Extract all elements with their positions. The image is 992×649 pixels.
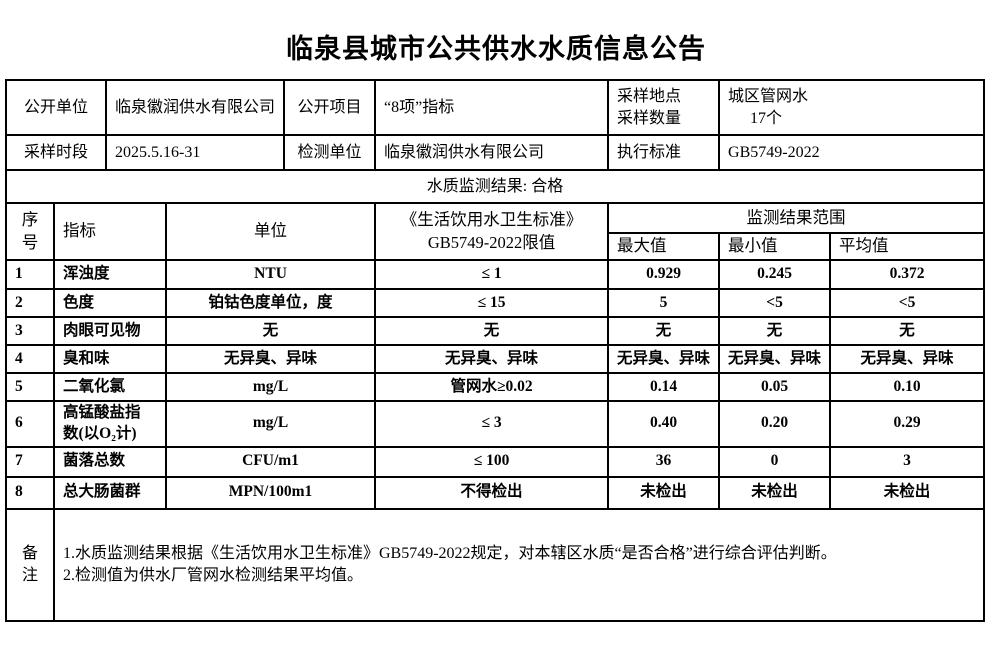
- limit-header: 《生活饮用水卫生标准》 GB5749-2022限值: [374, 202, 610, 261]
- indicator-cell: 臭和味: [52, 344, 168, 374]
- max-cell: 0.14: [607, 372, 721, 402]
- seq-cell: 2: [5, 288, 55, 318]
- unit-cell: 无: [165, 316, 377, 346]
- min-cell: 无: [718, 316, 832, 346]
- table-row: 3 肉眼可见物 无 无 无 无 无: [5, 316, 986, 346]
- info-row-2: 采样时段 2025.5.16-31 检测单位 临泉徽润供水有限公司 执行标准 G…: [4, 134, 986, 171]
- standard-label: 执行标准: [607, 134, 721, 171]
- table-row: 2 色度 铂钴色度单位，度 ≤ 15 5 <5 <5: [5, 288, 986, 318]
- avg-cell: 无: [829, 316, 986, 346]
- indicator-cell: 浑浊度: [52, 259, 168, 290]
- min-cell: 0: [718, 445, 832, 478]
- table-header-row-1: 序号 指标 单位 《生活饮用水卫生标准》 GB5749-2022限值 监测结果范…: [5, 202, 986, 261]
- limit-cell: 管网水≥0.02: [374, 372, 610, 402]
- table-row: 5 二氧化氯 mg/L 管网水≥0.02 0.14 0.05 0.10: [5, 372, 986, 402]
- max-cell: 0.929: [607, 259, 721, 290]
- remark-body: 1.水质监测结果根据《生活饮用水卫生标准》GB5749-2022规定，对本辖区水…: [52, 507, 986, 622]
- info-row-1: 公开单位 临泉徽润供水有限公司 公开项目 “8项”指标 采样地点 采样数量 城区…: [4, 79, 986, 136]
- unit-cell: 铂钴色度单位，度: [165, 288, 377, 318]
- seq-cell: 8: [5, 475, 55, 510]
- sampling-site-value: 城区管网水: [728, 87, 809, 105]
- indicator-cell: 二氧化氯: [52, 372, 168, 402]
- seq-cell: 4: [5, 344, 55, 374]
- max-cell: 5: [607, 288, 721, 318]
- limit-cell: 无异臭、异味: [374, 344, 610, 374]
- remark-row: 备注 1.水质监测结果根据《生活饮用水卫生标准》GB5749-2022规定，对本…: [5, 507, 986, 622]
- unit-cell: CFU/m1: [165, 445, 377, 478]
- testing-unit-label: 检测单位: [283, 134, 377, 171]
- table-row: 4 臭和味 无异臭、异味 无异臭、异味 无异臭、异味 无异臭、异味 无异臭、异味: [5, 344, 986, 374]
- limit-cell: ≤ 1: [374, 259, 610, 290]
- avg-cell: 无异臭、异味: [829, 344, 986, 374]
- unit-cell: MPN/100m1: [165, 475, 377, 510]
- avg-cell: 0.29: [829, 400, 986, 448]
- remark-line-1: 1.水质监测结果根据《生活饮用水卫生标准》GB5749-2022规定，对本辖区水…: [63, 545, 837, 563]
- unit-cell: 无异臭、异味: [165, 344, 377, 374]
- seq-cell: 7: [5, 445, 55, 478]
- indicator-cell: 菌落总数: [52, 445, 168, 478]
- max-cell: 未检出: [607, 475, 721, 510]
- range-header: 监测结果范围: [607, 202, 986, 234]
- max-cell: 无: [607, 316, 721, 346]
- seq-cell: 3: [5, 316, 55, 346]
- sampling-period-value: 2025.5.16-31: [105, 134, 286, 171]
- max-header: 最大值: [607, 232, 721, 261]
- limit-cell: ≤ 100: [374, 445, 610, 478]
- min-cell: 0.20: [718, 400, 832, 448]
- indicator-header: 指标: [52, 202, 168, 261]
- min-cell: 0.05: [718, 372, 832, 402]
- standard-value: GB5749-2022: [718, 134, 986, 171]
- unit-cell: NTU: [165, 259, 377, 290]
- max-cell: 无异臭、异味: [607, 344, 721, 374]
- limit-cell: 无: [374, 316, 610, 346]
- unit-header: 单位: [165, 202, 377, 261]
- avg-cell: 3: [829, 445, 986, 478]
- public-unit-value: 临泉徽润供水有限公司: [105, 79, 286, 136]
- avg-cell: 未检出: [829, 475, 986, 510]
- indicator-cell: 高锰酸盐指 数(以O₂计): [52, 400, 168, 448]
- table-row: 6 高锰酸盐指 数(以O₂计) mg/L ≤ 3 0.40 0.20 0.29: [5, 400, 986, 448]
- table-row: 8 总大肠菌群 MPN/100m1 不得检出 未检出 未检出 未检出: [5, 475, 986, 510]
- min-cell: 0.245: [718, 259, 832, 290]
- avg-cell: 0.372: [829, 259, 986, 290]
- seq-cell: 5: [5, 372, 55, 402]
- avg-cell: 0.10: [829, 372, 986, 402]
- sampling-count-value: 17个: [750, 109, 783, 127]
- indicator-cell: 总大肠菌群: [52, 475, 168, 510]
- min-cell: 无异臭、异味: [718, 344, 832, 374]
- public-unit-label: 公开单位: [4, 79, 108, 136]
- indicator-cell: 色度: [52, 288, 168, 318]
- table-row: 7 菌落总数 CFU/m1 ≤ 100 36 0 3: [5, 445, 986, 478]
- unit-cell: mg/L: [165, 400, 377, 448]
- max-cell: 0.40: [607, 400, 721, 448]
- seq-cell: 1: [5, 259, 55, 290]
- limit-cell: ≤ 15: [374, 288, 610, 318]
- remark-label: 备注: [5, 507, 55, 622]
- max-cell: 36: [607, 445, 721, 478]
- table-row: 1 浑浊度 NTU ≤ 1 0.929 0.245 0.372: [5, 259, 986, 290]
- table-header-row-2: 最大值 最小值 平均值: [6, 232, 986, 261]
- sampling-site-count-label: 采样地点 采样数量: [607, 79, 721, 136]
- result-row: 水质监测结果: 合格: [4, 169, 986, 204]
- seq-cell: 6: [5, 400, 55, 448]
- testing-unit-value: 临泉徽润供水有限公司: [374, 134, 610, 171]
- water-quality-notice-table: 公开单位 临泉徽润供水有限公司 公开项目 “8项”指标 采样地点 采样数量 城区…: [4, 79, 986, 622]
- public-item-label: 公开项目: [283, 79, 377, 136]
- remark-line-2: 2.检测值为供水厂管网水检测结果平均值。: [63, 566, 364, 584]
- min-cell: 未检出: [718, 475, 832, 510]
- page-title: 临泉县城市公共供水水质信息公告: [286, 34, 706, 64]
- seq-header: 序号: [5, 202, 55, 261]
- public-item-value: “8项”指标: [374, 79, 610, 136]
- sampling-site-count-value: 城区管网水 17个: [718, 79, 986, 136]
- unit-cell: mg/L: [165, 372, 377, 402]
- limit-cell: 不得检出: [374, 475, 610, 510]
- sampling-period-label: 采样时段: [4, 134, 108, 171]
- limit-cell: ≤ 3: [374, 400, 610, 448]
- avg-header: 平均值: [829, 232, 986, 261]
- min-cell: <5: [718, 288, 832, 318]
- monitoring-result-line: 水质监测结果: 合格: [4, 169, 986, 204]
- min-header: 最小值: [718, 232, 832, 261]
- indicator-cell: 肉眼可见物: [52, 316, 168, 346]
- avg-cell: <5: [829, 288, 986, 318]
